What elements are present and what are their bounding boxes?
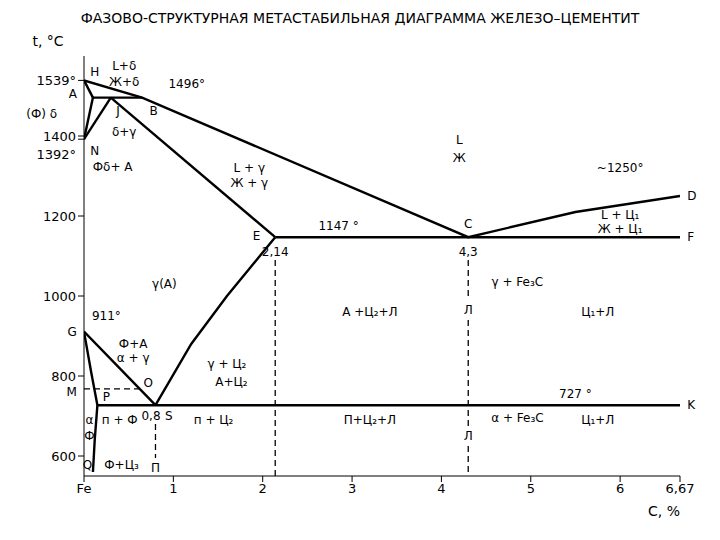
svg-text:Q: Q	[83, 458, 92, 472]
svg-text:N: N	[90, 144, 99, 158]
svg-text:911°: 911°	[92, 309, 121, 323]
svg-text:L+δ: L+δ	[112, 59, 136, 73]
svg-text:F: F	[687, 230, 694, 244]
svg-text:α: α	[85, 413, 93, 427]
svg-text:1147 °: 1147 °	[318, 219, 358, 233]
svg-text:Фδ+ А: Фδ+ А	[93, 160, 134, 174]
svg-text:L + γ: L + γ	[234, 161, 265, 175]
svg-text:Ж: Ж	[453, 151, 466, 165]
svg-text:800: 800	[51, 369, 76, 384]
svg-text:δ+γ: δ+γ	[112, 125, 137, 139]
svg-text:5: 5	[527, 481, 535, 496]
svg-text:J: J	[115, 104, 120, 118]
svg-text:Ц₁+Л: Ц₁+Л	[581, 305, 614, 319]
svg-text:3: 3	[348, 481, 356, 496]
svg-text:t, °C: t, °C	[32, 33, 63, 49]
svg-text:2: 2	[259, 481, 267, 496]
svg-text:1496°: 1496°	[168, 77, 205, 91]
svg-text:Ж+δ: Ж+δ	[109, 75, 139, 89]
svg-text:γ + Fe₃C: γ + Fe₃C	[492, 275, 544, 289]
svg-text:E: E	[253, 229, 261, 243]
svg-text:А +Ц₂+Л: А +Ц₂+Л	[342, 305, 397, 319]
svg-text:Ж + Ц₁: Ж + Ц₁	[598, 222, 643, 236]
svg-text:α + γ: α + γ	[117, 351, 150, 365]
svg-text:1392°: 1392°	[36, 147, 76, 162]
svg-text:Ж + γ: Ж + γ	[230, 176, 268, 190]
svg-text:K: K	[687, 398, 696, 412]
svg-text:~1250°: ~1250°	[597, 161, 644, 175]
svg-text:А+Ц₂: А+Ц₂	[215, 375, 248, 389]
svg-text:п + Ц₂: п + Ц₂	[194, 413, 234, 427]
svg-text:П: П	[151, 461, 160, 475]
svg-text:L: L	[456, 133, 463, 147]
svg-text:A: A	[69, 87, 78, 101]
svg-text:4,3: 4,3	[459, 245, 478, 259]
svg-text:Л: Л	[464, 429, 473, 443]
svg-text:L + Ц₁: L + Ц₁	[601, 208, 640, 222]
svg-text:C: C	[464, 217, 472, 231]
svg-text:S: S	[165, 409, 173, 423]
svg-text:α + Fe₃C: α + Fe₃C	[491, 411, 543, 425]
svg-text:600: 600	[51, 449, 76, 464]
svg-text:M: M	[66, 385, 76, 399]
svg-text:B: B	[150, 104, 158, 118]
svg-text:1539°: 1539°	[36, 73, 76, 88]
svg-text:O: O	[144, 376, 153, 390]
svg-text:П+Ц₂+Л: П+Ц₂+Л	[344, 413, 396, 427]
svg-text:(Ф) δ: (Ф) δ	[26, 107, 57, 121]
svg-text:6,67: 6,67	[666, 481, 695, 496]
svg-text:Л: Л	[464, 303, 473, 317]
svg-text:6: 6	[616, 481, 624, 496]
svg-text:G: G	[68, 325, 77, 339]
svg-text:п + Ф: п + Ф	[102, 413, 138, 427]
svg-text:γ + Ц₂: γ + Ц₂	[208, 357, 247, 371]
svg-text:P: P	[103, 390, 110, 404]
svg-text:Ф: Ф	[84, 429, 94, 443]
svg-text:Fe: Fe	[77, 481, 92, 496]
svg-text:727 °: 727 °	[559, 387, 592, 401]
svg-text:1: 1	[169, 481, 177, 496]
svg-text:0,8: 0,8	[141, 409, 160, 423]
svg-text:γ(A): γ(A)	[152, 277, 177, 291]
html-text:ФАЗОВО-СТРУКТУРНАЯ МЕТАСТАБИЛЬ: ФАЗОВО-СТРУКТУРНАЯ МЕТАСТАБИЛЬНАЯ ДИАГРА…	[80, 10, 640, 26]
svg-text:1000: 1000	[43, 289, 76, 304]
svg-text:Ц₁+Л: Ц₁+Л	[581, 413, 614, 427]
svg-text:1400: 1400	[43, 129, 76, 144]
svg-text:Ф+Ц₃: Ф+Ц₃	[104, 458, 139, 472]
svg-text:D: D	[687, 189, 696, 203]
svg-text:2,14: 2,14	[262, 245, 289, 259]
svg-text:H: H	[90, 65, 99, 79]
svg-text:4: 4	[437, 481, 445, 496]
svg-text:Ф+А: Ф+А	[119, 337, 148, 351]
svg-text:C, %: C, %	[648, 503, 680, 519]
svg-text:1200: 1200	[43, 209, 76, 224]
